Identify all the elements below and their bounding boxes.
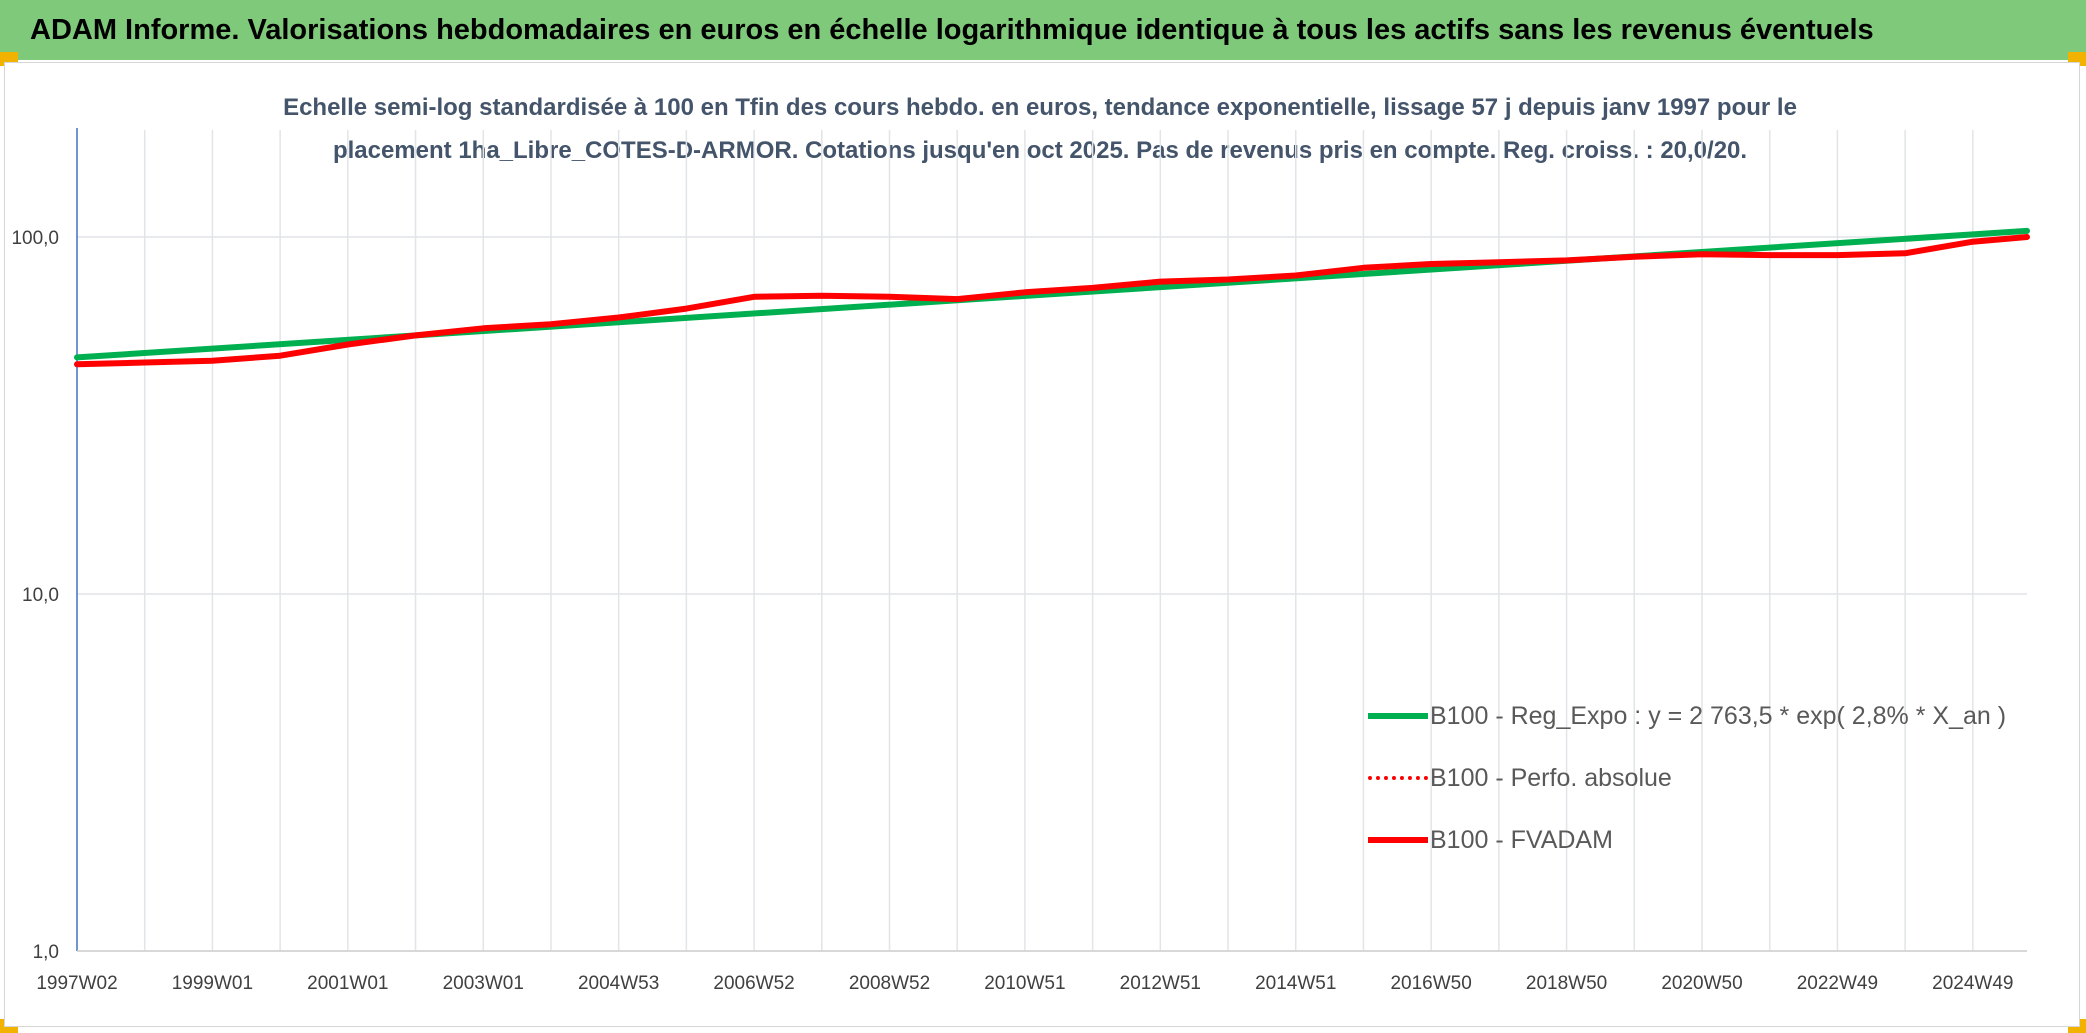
x-tick-label: 2014W51 — [1255, 973, 1336, 994]
legend-label-regression: B100 - Reg_Expo : y = 2 763,5 * exp( 2,8… — [1430, 701, 2007, 730]
y-tick-label: 1,0 — [33, 942, 59, 963]
legend-label-fvadam: B100 - FVADAM — [1430, 825, 1613, 854]
x-tick-label: 1997W02 — [36, 973, 117, 994]
x-tick-label: 2020W50 — [1661, 973, 1742, 994]
legend-item-regression: B100 - Reg_Expo : y = 2 763,5 * exp( 2,8… — [1368, 685, 2006, 747]
x-tick-label: 2006W52 — [713, 973, 794, 994]
series-lines — [74, 227, 2030, 368]
y-tick-label: 100,0 — [11, 228, 59, 249]
series-line-regression — [74, 227, 2030, 361]
y-tick-label: 10,0 — [22, 585, 59, 606]
axes — [76, 128, 2027, 952]
chart-area — [4, 62, 2080, 1027]
series-line-perfo-absolue — [76, 236, 2028, 366]
chart-title-line-2: placement 1ha_Libre_COTES-D-ARMOR. Cotat… — [332, 137, 1748, 164]
x-tick-label: 2024W49 — [1932, 973, 2013, 994]
x-tick-label: 2016W50 — [1390, 973, 1471, 994]
grid-lines — [77, 130, 2027, 952]
series-line-fvadam — [74, 234, 2030, 368]
chart-title-line-1: Echelle semi-log standardisée à 100 en T… — [283, 94, 1797, 121]
x-tick-label: 2003W01 — [443, 973, 524, 994]
chart-title: Echelle semi-log standardisée à 100 en T… — [140, 86, 1940, 172]
legend-swatch-regression — [1368, 713, 1428, 719]
chart-legend: B100 - Reg_Expo : y = 2 763,5 * exp( 2,8… — [1368, 685, 2006, 871]
tick-labels: 100,0 10,0 1,0 1997W02 1999W01 2001W01 2003W01… — [11, 228, 2013, 994]
legend-swatch-fvadam — [1368, 837, 1428, 843]
legend-swatch-perfo-absolue — [1368, 776, 1428, 780]
x-tick-label: 1999W01 — [172, 973, 253, 994]
report-title: ADAM Informe. Valorisations hebdomadaire… — [30, 13, 1874, 46]
legend-item-fvadam: B100 - FVADAM — [1368, 809, 2006, 871]
x-tick-label: 2010W51 — [984, 973, 1065, 994]
x-tick-label: 2018W50 — [1526, 973, 1607, 994]
legend-label-perfo-absolue: B100 - Perfo. absolue — [1430, 763, 1672, 792]
x-tick-label: 2004W53 — [578, 973, 659, 994]
report-banner: ADAM Informe. Valorisations hebdomadaire… — [0, 0, 2086, 60]
x-tick-label: 2008W52 — [849, 973, 930, 994]
x-tick-label: 2001W01 — [307, 973, 388, 994]
x-tick-label: 2022W49 — [1797, 973, 1878, 994]
x-tick-label: 2012W51 — [1120, 973, 1201, 994]
legend-item-perfo-absolue: B100 - Perfo. absolue — [1368, 747, 2006, 809]
